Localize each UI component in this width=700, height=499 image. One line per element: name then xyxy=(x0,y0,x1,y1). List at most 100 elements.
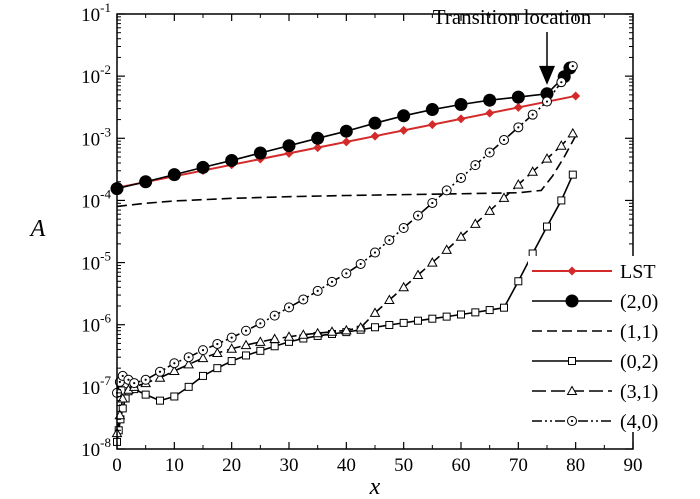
data-point-circle-filled xyxy=(540,87,554,101)
data-point-triangle xyxy=(527,166,539,176)
data-point-circle-filled xyxy=(225,153,239,167)
data-point-dot xyxy=(345,272,348,275)
series-line-1-1 xyxy=(116,135,577,208)
data-point-square xyxy=(500,303,508,312)
data-point-triangle xyxy=(541,153,553,163)
data-point-square xyxy=(528,249,537,258)
legend-entry-3-1: (3,1) xyxy=(532,381,658,403)
data-point-circle-filled xyxy=(511,90,525,104)
data-point-square xyxy=(184,382,193,391)
data-point-circle-dot xyxy=(441,185,452,196)
x-tick-label: 70 xyxy=(509,455,528,476)
data-point-square xyxy=(442,312,451,321)
x-tick-label: 10 xyxy=(165,455,184,476)
legend-entry-2-0: (2,0) xyxy=(532,291,658,313)
data-point-square xyxy=(471,308,480,317)
series-markers-2-0 xyxy=(110,61,577,196)
data-point-circle-filled xyxy=(167,168,181,182)
data-point-circle-dot xyxy=(269,310,280,321)
y-tick-label: 10-3 xyxy=(81,124,111,150)
data-point-circle-dot xyxy=(484,147,495,158)
data-point-circle-dot xyxy=(470,160,481,171)
x-tick-label: 80 xyxy=(566,455,585,476)
data-point-circle-dot xyxy=(556,77,567,88)
data-point-square xyxy=(543,222,551,231)
data-point-dot xyxy=(187,356,190,359)
data-point-triangle xyxy=(566,385,578,395)
data-point-dot xyxy=(571,65,574,68)
data-point-square xyxy=(170,392,179,401)
data-point-dot xyxy=(459,176,463,180)
data-point-triangle xyxy=(498,192,510,202)
legend-label: LST xyxy=(620,261,656,283)
data-point-circle-dot xyxy=(370,247,380,258)
data-point-diamond xyxy=(399,125,409,135)
data-point-circle-dot xyxy=(413,210,423,221)
data-point-square xyxy=(457,310,465,319)
data-point-circle-dot xyxy=(198,345,208,356)
data-point-square xyxy=(242,351,250,360)
data-point-dot xyxy=(570,419,574,423)
data-point-triangle xyxy=(283,331,295,341)
data-point-triangle xyxy=(226,343,238,353)
data-point-circle-dot xyxy=(456,172,466,183)
data-point-circle-dot xyxy=(398,223,409,234)
data-point-triangle xyxy=(555,140,567,150)
y-tick-label: 10-8 xyxy=(81,435,111,461)
data-point-circle-dot xyxy=(499,134,509,145)
x-tick-label: 30 xyxy=(280,455,299,476)
transition-annotation: Transition location xyxy=(433,5,592,85)
series-markers xyxy=(110,61,581,446)
x-tick-label: 50 xyxy=(394,455,413,476)
data-point-square xyxy=(199,371,207,380)
axis-ticks: 0 10 20 30 40 50 60 70 80 90 10-8 10-7 10-6 10-5 10-4 1… xyxy=(81,0,642,476)
data-point-square xyxy=(385,320,394,329)
data-point-circle-filled xyxy=(565,294,579,308)
data-point-square xyxy=(428,314,437,323)
data-point-triangle xyxy=(312,327,324,338)
data-point-dot xyxy=(545,100,549,103)
data-point-triangle xyxy=(355,322,367,332)
data-point-dot xyxy=(560,81,563,84)
data-point-triangle xyxy=(211,347,223,358)
data-point-diamond xyxy=(571,91,581,101)
data-point-triangle xyxy=(412,269,424,280)
data-point-dot xyxy=(302,298,305,301)
data-point-circle-filled xyxy=(368,116,382,130)
data-point-dot xyxy=(259,322,262,325)
data-point-triangle xyxy=(269,333,281,343)
data-point-square xyxy=(256,346,265,355)
data-point-square xyxy=(156,396,164,405)
legend-label: (3,1) xyxy=(620,381,658,403)
data-point-circle-dot xyxy=(513,122,524,133)
data-point-triangle xyxy=(398,281,410,292)
x-axis-title: x xyxy=(369,474,381,499)
data-point-dot xyxy=(388,238,391,242)
data-point-diamond xyxy=(485,108,495,118)
data-point-circle-dot xyxy=(169,358,180,369)
legend-background xyxy=(528,256,678,432)
data-point-circle-dot xyxy=(284,302,294,313)
data-point-triangle xyxy=(567,127,579,138)
data-point-triangle xyxy=(326,326,338,336)
data-point-dot xyxy=(216,342,219,346)
data-point-square xyxy=(485,306,494,315)
data-point-triangle xyxy=(254,336,266,346)
data-point-dot xyxy=(173,362,176,365)
data-point-diamond xyxy=(456,114,466,124)
y-tick-label: 10-5 xyxy=(81,249,111,275)
legend-label: (0,2) xyxy=(620,351,658,373)
data-point-triangle xyxy=(469,218,481,228)
data-point-triangle xyxy=(441,244,453,254)
data-point-triangle xyxy=(117,392,129,403)
data-point-dot xyxy=(330,280,334,283)
x-tick-label: 40 xyxy=(337,455,356,476)
x-tick-label: 60 xyxy=(452,455,471,476)
series-markers-lst xyxy=(112,91,581,193)
data-point-dot xyxy=(373,251,377,254)
data-point-square xyxy=(213,364,222,373)
data-point-circle-dot xyxy=(255,318,266,329)
legend-entry-lst: LST xyxy=(532,261,656,283)
y-tick-label: 10-4 xyxy=(81,186,111,212)
